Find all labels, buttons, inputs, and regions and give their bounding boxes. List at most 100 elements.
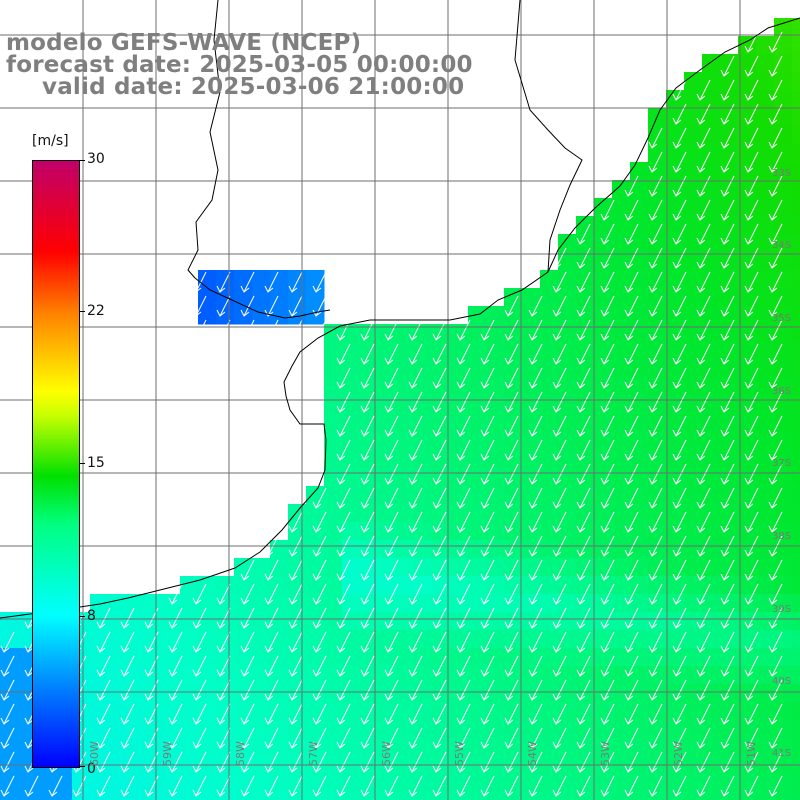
wind-speed-cell [360,414,379,433]
wind-direction-arrow-icon [384,391,399,413]
wind-speed-cell [252,594,271,613]
wind-speed-cell [342,648,361,667]
wind-speed-cell [234,630,253,649]
colorbar-tickmark [79,311,85,312]
wind-direction-arrow-icon [528,775,543,797]
wind-direction-arrow-icon [504,703,519,725]
wind-speed-cell [576,486,595,505]
wind-speed-cell [90,612,109,631]
wind-direction-arrow-icon [720,559,735,581]
wind-speed-cell [792,342,800,361]
wind-speed-cell [612,432,631,451]
wind-speed-cell [396,774,415,793]
wind-speed-cell [756,306,775,325]
wind-direction-arrow-icon [288,631,303,653]
wind-speed-cell [684,792,703,800]
wind-speed-cell [594,414,613,433]
wind-speed-cell [720,378,739,397]
wind-direction-arrow-icon [600,391,615,413]
wind-speed-cell [342,612,361,631]
wind-direction-arrow-icon [600,511,615,533]
wind-speed-cell [378,360,397,379]
wind-speed-cell [648,450,667,469]
wind-speed-cell [756,648,775,667]
wind-direction-arrow-icon [624,703,639,725]
wind-speed-cell [288,576,307,595]
wind-direction-arrow-icon [648,151,663,173]
wind-direction-arrow-icon [696,295,711,317]
wind-speed-cell [666,144,685,163]
wind-speed-cell [450,630,469,649]
wind-speed-cell [774,378,793,397]
wind-speed-cell [576,612,595,631]
wind-speed-cell [594,774,613,793]
wind-direction-arrow-icon [720,295,735,317]
wind-direction-arrow-icon [360,655,375,677]
wind-speed-cell [792,378,800,397]
wind-speed-cell [594,270,613,289]
wind-direction-arrow-icon [744,631,759,653]
wind-speed-cell [324,540,343,559]
wind-direction-arrow-icon [312,679,327,701]
wind-direction-arrow-icon [528,439,543,461]
wind-speed-cell [738,396,757,415]
wind-speed-cell [702,108,721,127]
colorbar-tickmark [79,616,85,617]
wind-direction-arrow-icon [408,703,423,725]
wind-direction-arrow-icon [672,103,687,125]
wind-direction-arrow-icon [576,487,591,509]
wind-direction-arrow-icon [648,343,663,365]
wind-speed-cell [792,666,800,685]
wind-direction-arrow-icon [240,751,255,773]
wind-direction-arrow-icon [264,703,279,725]
wind-speed-cell [486,702,505,721]
wind-speed-cell [504,504,523,523]
wind-direction-arrow-icon [336,679,351,701]
wind-speed-cell [648,486,667,505]
wind-speed-cell [684,144,703,163]
wind-direction-arrow-icon [744,223,759,245]
wind-speed-cell [630,306,649,325]
wind-direction-arrow-icon [264,319,279,341]
wind-speed-cell [558,522,577,541]
wind-direction-arrow-icon [96,679,111,701]
wind-direction-arrow-icon [264,607,279,629]
wind-speed-cell [396,522,415,541]
wind-speed-cell [252,702,271,721]
wind-speed-cell [792,468,800,487]
wind-speed-cell [774,630,793,649]
wind-speed-cell [468,396,487,415]
wind-direction-arrow-icon [552,247,567,269]
wind-direction-arrow-icon [456,511,471,533]
wind-direction-arrow-icon [504,415,519,437]
wind-direction-arrow-icon [600,679,615,701]
wind-speed-cell [612,630,631,649]
wind-speed-cell [432,648,451,667]
wind-direction-arrow-icon [600,463,615,485]
wind-speed-cell [306,684,325,703]
wind-speed-cell [774,288,793,307]
wind-speed-cell [774,540,793,559]
wind-direction-arrow-icon [384,343,399,365]
wind-direction-arrow-icon [528,391,543,413]
wind-direction-arrow-icon [528,463,543,485]
wind-direction-arrow-icon [384,487,399,509]
wind-speed-cell [324,558,343,577]
wind-speed-cell [594,576,613,595]
wind-speed-cell [342,378,361,397]
wind-speed-cell [414,378,433,397]
wind-speed-cell [504,774,523,793]
wind-speed-cell [144,792,163,800]
wind-speed-cell [720,396,739,415]
wind-speed-cell [126,792,145,800]
wind-speed-cell [342,504,361,523]
wind-direction-arrow-icon [504,439,519,461]
wind-speed-cell [270,630,289,649]
wind-speed-cell [558,612,577,631]
wind-direction-arrow-icon [720,631,735,653]
wind-speed-cell [540,720,559,739]
wind-direction-arrow-icon [648,415,663,437]
wind-direction-arrow-icon [360,415,375,437]
wind-speed-cell [702,72,721,91]
wind-direction-arrow-icon [720,655,735,677]
